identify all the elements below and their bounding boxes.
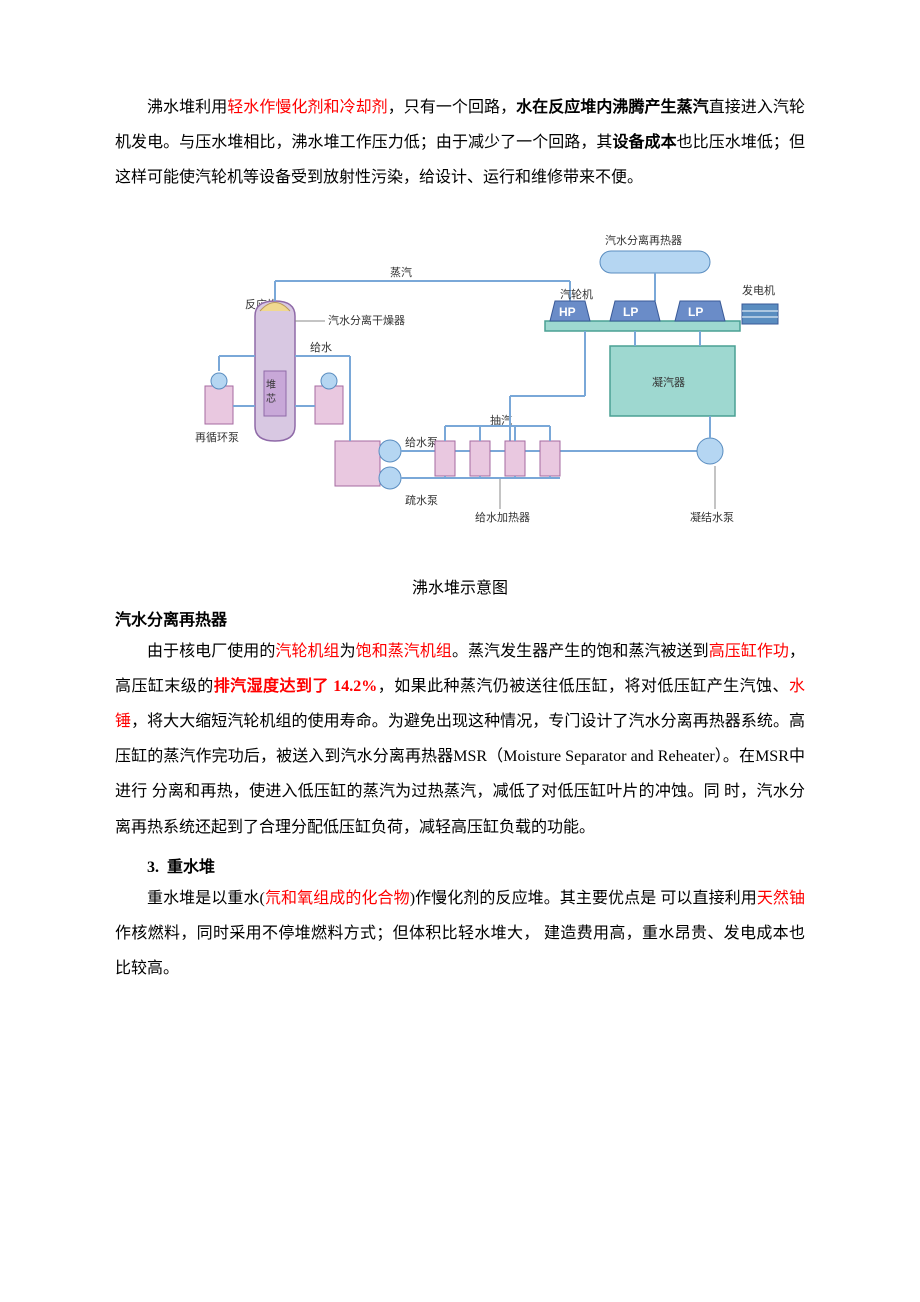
diagram-caption: 沸水堆示意图 <box>115 574 805 598</box>
red-text-hp-work: 高压缸作功 <box>709 643 789 660</box>
recirc-pump-left <box>205 386 233 424</box>
label-steam: 蒸汽 <box>390 265 412 279</box>
red-text-moderator: 轻水作慢化剂和冷却剂 <box>227 99 387 116</box>
label-feed-pump: 给水泵 <box>405 436 438 449</box>
paragraph-bwr-intro: 沸水堆利用轻水作慢化剂和冷却剂，只有一个回路，水在反应堆内沸腾产生蒸汽直接进入汽… <box>115 90 805 196</box>
paragraph-hwr: 重水堆是以重水(氘和氧组成的化合物)作慢化剂的反应堆。其主要优点是 可以直接利用… <box>115 881 805 987</box>
red-text-humidity: 排汽湿度达到了 14.2% <box>214 678 378 695</box>
bold-text-boiling: 水在反应堆内沸腾产生蒸汽 <box>516 99 709 116</box>
text: 沸水堆利用 <box>147 99 227 116</box>
label-generator: 发电机 <box>742 283 775 297</box>
label-recirc-pump: 再循环泵 <box>195 431 239 444</box>
label-lp2: LP <box>688 305 703 319</box>
label-turbine: 汽轮机 <box>560 287 593 301</box>
turbine-base <box>545 321 740 331</box>
red-text-saturated: 饱和蒸汽机组 <box>356 643 452 660</box>
text: ，将大大缩短汽轮机组的使用寿命。为避免出现这种情况，专门设计了汽水分离再热器系统… <box>115 713 805 836</box>
paragraph-msr: 由于核电厂使用的汽轮机组为饱和蒸汽机组。蒸汽发生器产生的饱和蒸汽被送到高压缸作功… <box>115 634 805 845</box>
text: 重水堆是以重水( <box>147 890 265 907</box>
text: 由于核电厂使用的 <box>147 643 275 660</box>
bold-text-cost: 设备成本 <box>612 134 676 151</box>
text: 为 <box>340 643 356 660</box>
label-drain-pump: 疏水泵 <box>405 493 438 507</box>
pump-block <box>335 441 380 486</box>
diagram-container: 蒸汽 汽水分离再热器 汽轮机 HP LP LP 发电机 凝汽器 反应堆 <box>115 216 805 556</box>
msr-box <box>600 251 710 273</box>
condensate-pump-icon <box>697 438 723 464</box>
label-dryer: 汽水分离干燥器 <box>328 313 405 327</box>
feed-heater-1 <box>435 441 455 476</box>
feed-heater-3 <box>505 441 525 476</box>
label-core-2: 芯 <box>266 392 276 405</box>
text: 作核燃料，同时采用不停堆燃料方式；但体积比轻水堆大， 建造费用高，重水昂贵、发电… <box>115 925 805 977</box>
text: ，只有一个回路， <box>388 99 516 116</box>
label-feedwater: 给水 <box>310 341 332 354</box>
feed-heater-4 <box>540 441 560 476</box>
section-hwr-title: 重水堆 <box>167 859 215 876</box>
text: 。蒸汽发生器产生的饱和蒸汽被送到 <box>452 643 709 660</box>
feed-pump-icon <box>379 440 401 462</box>
section-msr-title: 汽水分离再热器 <box>115 606 805 630</box>
label-msr: 汽水分离再热器 <box>605 233 682 247</box>
section-hwr-header: 3. 重水堆 <box>115 853 805 877</box>
text: ，如果此种蒸汽仍被送往低压缸，将对低压缸产生汽蚀、 <box>377 678 789 695</box>
red-text-natural-u: 天然铀 <box>757 890 805 907</box>
label-cond-pump: 凝结水泵 <box>690 510 734 524</box>
label-feed-heater: 给水加热器 <box>475 511 530 524</box>
drain-pump-icon <box>379 467 401 489</box>
red-text-turbine-unit: 汽轮机组 <box>275 643 339 660</box>
text: )作慢化剂的反应堆。其主要优点是 可以直接利用 <box>410 890 757 907</box>
bwr-schematic-diagram: 蒸汽 汽水分离再热器 汽轮机 HP LP LP 发电机 凝汽器 反应堆 <box>140 216 780 556</box>
section-num: 3. <box>147 859 159 876</box>
label-lp1: LP <box>623 305 638 319</box>
label-core-1: 堆 <box>266 379 276 391</box>
label-extraction: 抽汽 <box>490 413 512 427</box>
recirc-pump-right <box>315 386 343 424</box>
label-condenser: 凝汽器 <box>652 375 685 389</box>
feed-heater-2 <box>470 441 490 476</box>
red-text-d2o: 氘和氧组成的化合物 <box>265 890 410 907</box>
generator-box <box>742 304 778 324</box>
label-hp: HP <box>559 305 576 319</box>
